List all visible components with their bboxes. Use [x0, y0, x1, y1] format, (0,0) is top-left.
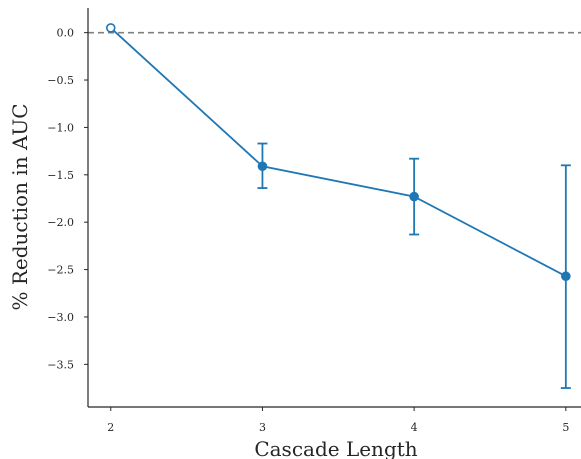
y-axis-label: % Reduction in AUC: [8, 103, 32, 310]
x-tick-label: 2: [107, 421, 114, 434]
x-tick-label: 3: [259, 421, 266, 434]
y-tick-label: 0.0: [57, 27, 75, 40]
data-point: [561, 271, 571, 282]
x-tick-label: 4: [411, 421, 418, 434]
y-tick-label: −3.0: [47, 311, 74, 324]
data-point: [257, 161, 268, 172]
y-tick-label: −0.5: [47, 74, 74, 87]
y-ticks: 0.0 −0.5 −1.0 −1.5 −2.0 −2.5 −3.0 −3.5: [47, 27, 88, 371]
y-tick-label: −1.0: [47, 121, 74, 134]
x-ticks: 2 3 4 5: [107, 407, 569, 434]
y-tick-label: −2.5: [47, 264, 74, 277]
series-layer: [105, 23, 571, 389]
y-tick-label: −3.5: [47, 358, 74, 371]
y-tick-label: −1.5: [47, 169, 74, 182]
axes-layer: [87, 8, 581, 408]
x-tick-label: 5: [562, 421, 569, 434]
y-tick-label: −2.0: [47, 216, 74, 229]
x-axis-label: Cascade Length: [254, 437, 417, 459]
data-point: [105, 23, 116, 33]
series-line: [110, 27, 567, 278]
data-point: [409, 191, 419, 202]
